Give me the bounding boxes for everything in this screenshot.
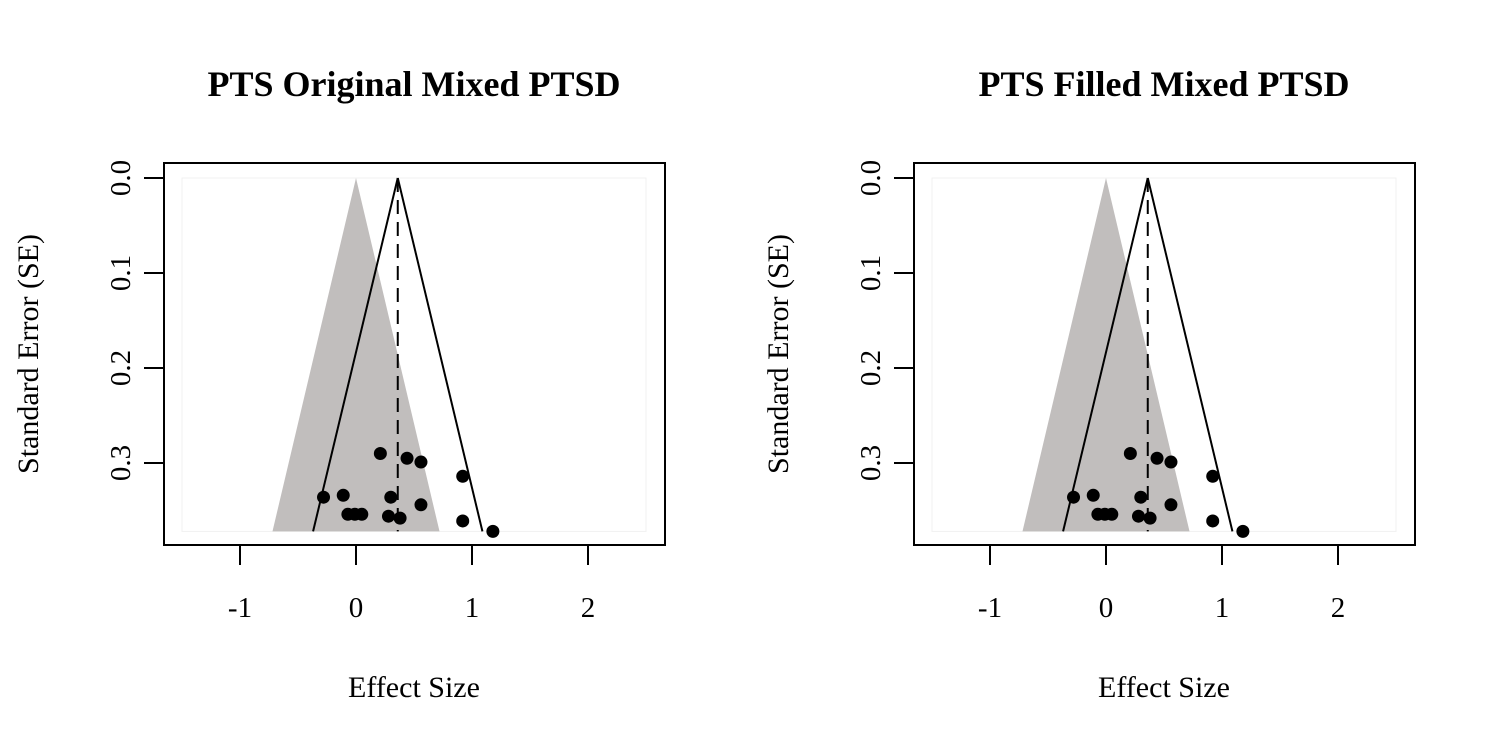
study-point xyxy=(1236,524,1250,538)
study-point xyxy=(1206,469,1220,483)
y-tick-label: 0.3 xyxy=(855,445,887,481)
y-tick-label: 0.3 xyxy=(105,445,137,481)
y-tick-label: 0.2 xyxy=(855,350,887,386)
x-tick-label: 0 xyxy=(1099,592,1114,624)
study-point xyxy=(1131,509,1145,523)
x-tick-label: 1 xyxy=(465,592,480,624)
study-point xyxy=(1206,514,1220,528)
funnel-panel-2: PTS Filled Mixed PTSD -1 0 1 2 0.0 0.1 0.2 0.3 Ef… xyxy=(762,64,1416,704)
study-point xyxy=(393,511,407,525)
y-tick-label: 0.2 xyxy=(105,350,137,386)
chart-title: PTS Original Mixed PTSD xyxy=(207,64,620,104)
study-point xyxy=(384,490,398,504)
study-point xyxy=(1164,455,1178,469)
study-point xyxy=(456,469,470,483)
x-tick-label: 0 xyxy=(349,592,364,624)
study-point xyxy=(1067,490,1081,504)
study-point xyxy=(1143,511,1157,525)
x-axis-label: Effect Size xyxy=(348,671,480,704)
study-point xyxy=(456,514,470,528)
x-tick-label: 2 xyxy=(1331,592,1346,624)
x-tick-label: 2 xyxy=(581,592,596,624)
y-axis-label: Standard Error (SE) xyxy=(12,234,45,474)
funnel-line-1 xyxy=(1062,177,1149,532)
funnel-line-1 xyxy=(312,177,399,532)
study-point xyxy=(1086,488,1100,502)
study-point xyxy=(414,455,428,469)
study-point xyxy=(1105,507,1119,521)
x-axis-label: Effect Size xyxy=(1098,671,1230,704)
funnel-line-2 xyxy=(1146,177,1234,532)
study-point xyxy=(355,507,369,521)
x-tick-label: -1 xyxy=(978,592,1002,624)
funnel-line-2 xyxy=(396,177,484,532)
study-point xyxy=(1123,447,1137,460)
study-point xyxy=(381,509,395,523)
study-point xyxy=(400,451,414,465)
y-axis-label: Standard Error (SE) xyxy=(762,234,795,474)
y-tick-label: 0.1 xyxy=(105,255,137,291)
x-tick-label: 1 xyxy=(1215,592,1230,624)
study-point xyxy=(1134,490,1148,504)
study-point xyxy=(373,447,387,460)
study-point xyxy=(414,498,428,512)
study-point xyxy=(486,524,500,538)
y-tick-label: 0.1 xyxy=(855,255,887,291)
funnel-panel-1: PTS Original Mixed PTSD -1 0 1 2 0.0 0.1 0.2 0.3… xyxy=(12,64,666,704)
study-point xyxy=(336,488,350,502)
y-tick-label: 0.0 xyxy=(855,160,887,196)
study-point xyxy=(1150,451,1164,465)
study-point xyxy=(317,490,331,504)
y-tick-label: 0.0 xyxy=(105,160,137,196)
study-point xyxy=(1164,498,1178,512)
chart-title: PTS Filled Mixed PTSD xyxy=(978,64,1349,104)
x-tick-label: -1 xyxy=(228,592,252,624)
